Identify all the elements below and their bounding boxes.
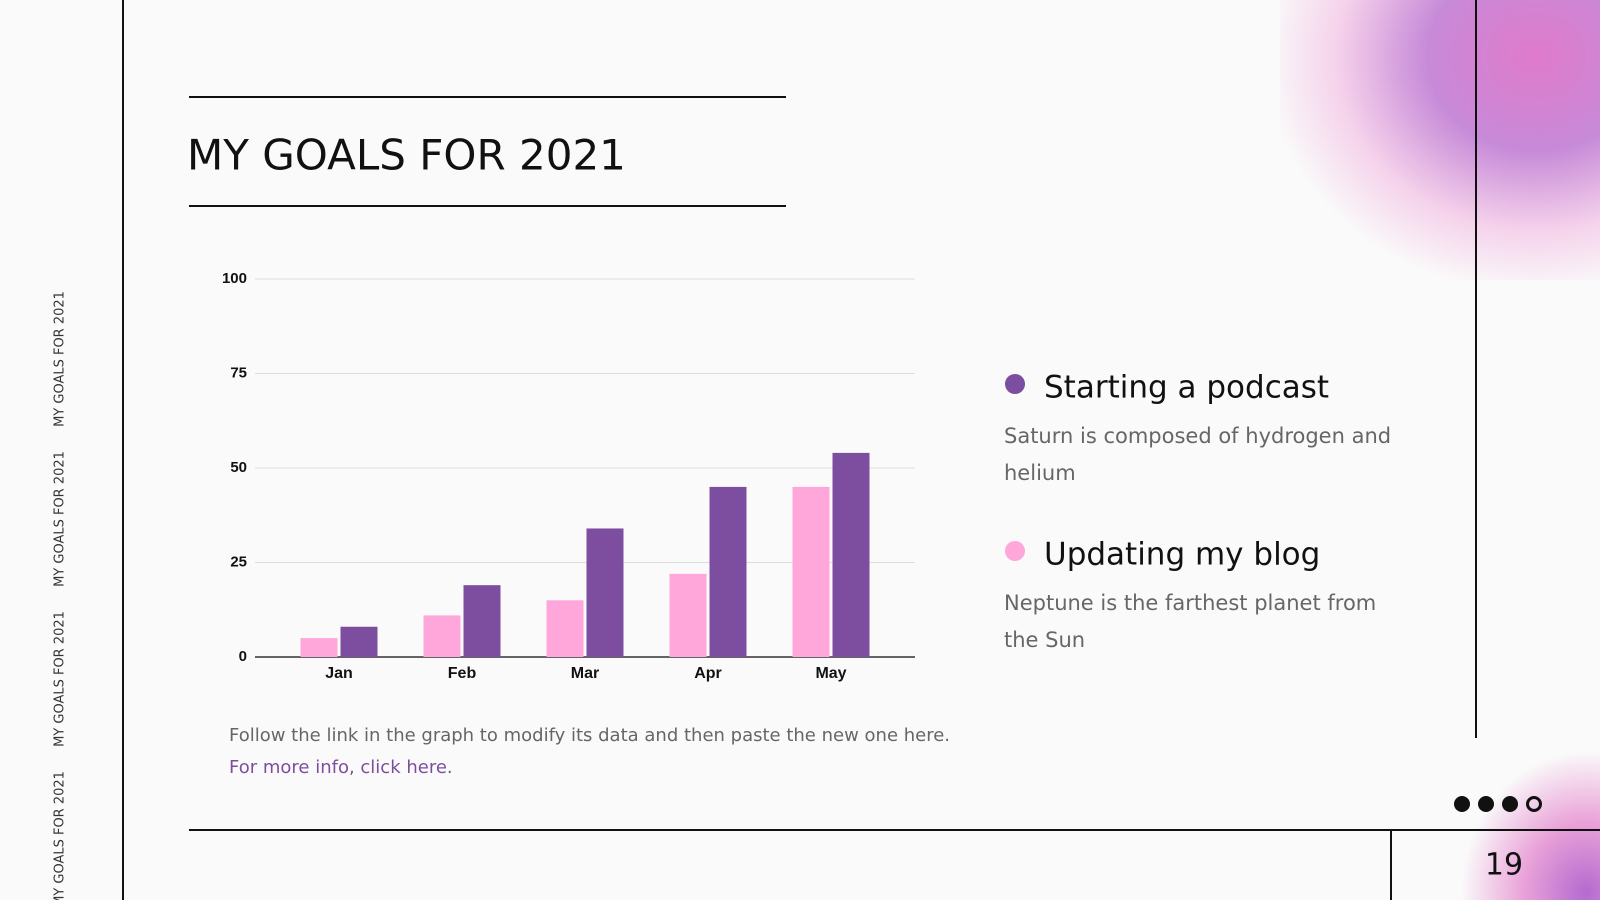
page-number: 19 <box>1485 848 1523 883</box>
decor-gradient <box>1460 750 1600 900</box>
y-tick-label: 0 <box>239 648 247 665</box>
legend-swatch <box>1005 541 1025 561</box>
decor-gradient <box>1280 0 1600 280</box>
nav-dot <box>1526 796 1542 812</box>
nav-dot <box>1502 796 1518 812</box>
legend-description: Neptune is the farthest planet from the … <box>1004 591 1377 652</box>
side-label: MY GOALS FOR 2021 <box>53 611 68 747</box>
x-tick-label: Apr <box>694 665 722 682</box>
legend-label: Starting a podcast <box>1044 370 1329 406</box>
bar <box>669 573 707 657</box>
bar <box>586 528 624 657</box>
y-tick-label: 50 <box>230 459 247 476</box>
legend-label: Updating my blog <box>1044 537 1320 573</box>
bar <box>792 486 830 657</box>
y-tick-label: 75 <box>230 364 247 381</box>
y-tick-label: 100 <box>222 270 247 287</box>
x-tick-label: Feb <box>448 665 477 682</box>
note-text: . <box>446 757 453 778</box>
side-label: MY GOALS FOR 2021 <box>53 451 68 587</box>
x-tick-label: May <box>815 665 846 682</box>
bar <box>463 585 501 657</box>
bar <box>709 486 747 657</box>
legend-description: Saturn is composed of hydrogen and heliu… <box>1004 424 1392 485</box>
slide-title: MY GOALS FOR 2021 <box>187 131 626 180</box>
note-text: Follow the link in the graph to modify i… <box>229 725 951 746</box>
bar <box>423 615 461 657</box>
y-tick-label: 25 <box>230 553 247 570</box>
bar <box>546 600 584 657</box>
bar <box>340 626 378 657</box>
bar <box>832 452 870 657</box>
bar <box>300 638 338 657</box>
info-link[interactable]: For more info, click here <box>229 757 447 778</box>
side-label: MY GOALS FOR 2021 <box>53 291 68 427</box>
chart-note: Follow the link in the graph to modify i… <box>229 720 950 784</box>
nav-dot <box>1454 796 1470 812</box>
legend-swatch <box>1005 374 1025 394</box>
x-tick-label: Mar <box>571 665 599 682</box>
x-tick-label: Jan <box>325 665 353 682</box>
nav-dot <box>1478 796 1494 812</box>
side-label: MY GOALS FOR 2021 <box>53 771 68 900</box>
